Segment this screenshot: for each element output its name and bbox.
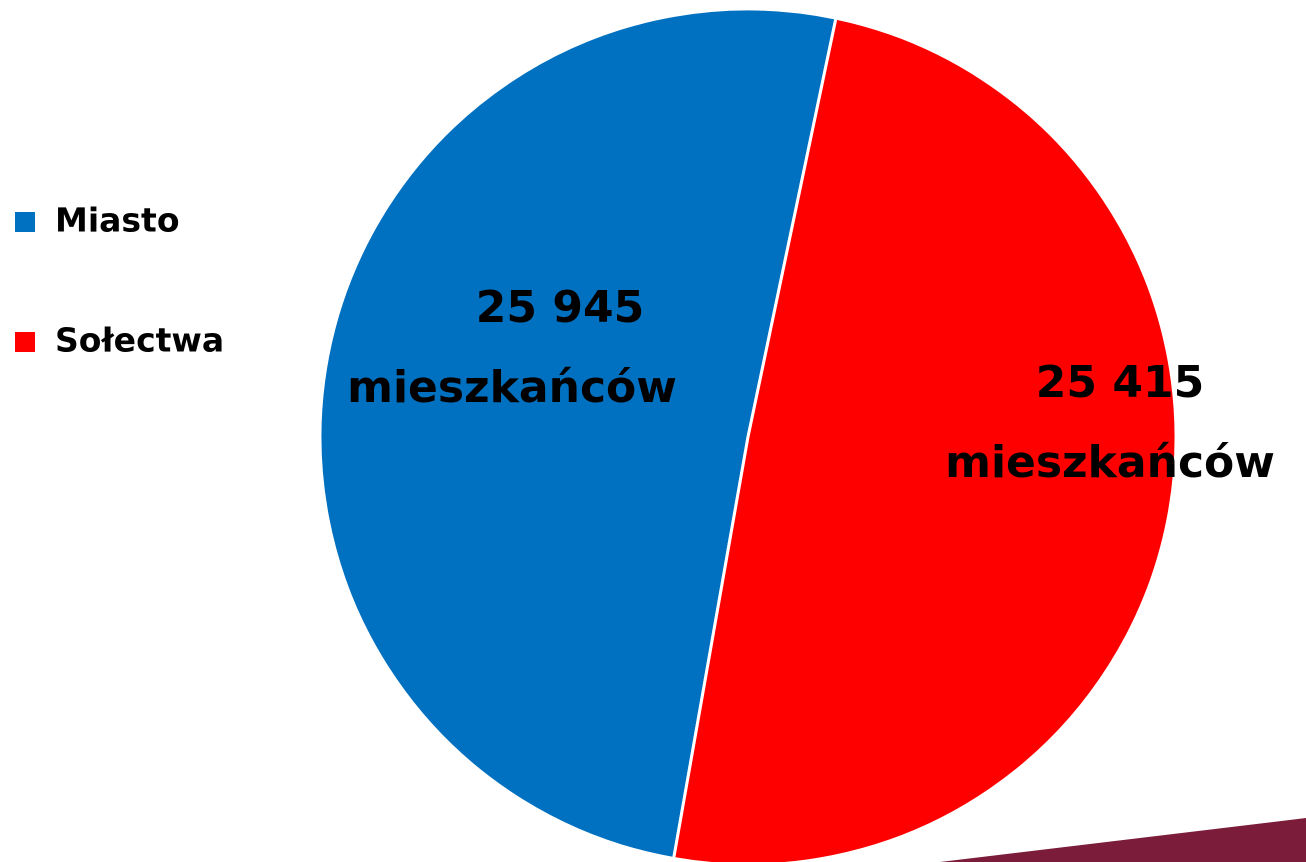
legend-label: Sołectwa — [55, 321, 224, 360]
pie-slice — [318, 7, 838, 861]
data-label-unit: mieszkańców — [347, 362, 677, 413]
data-label-unit: mieszkańców — [945, 437, 1275, 488]
legend-swatch — [15, 212, 35, 232]
pie — [318, 7, 1178, 862]
legend-label: Miasto — [55, 201, 180, 240]
pie-slice — [671, 16, 1178, 862]
data-label: 25 945 — [476, 282, 644, 333]
data-label: 25 415 — [1036, 357, 1204, 408]
legend-swatch — [15, 332, 35, 352]
labels: 25 945 mieszkańców 25 415 mieszkańców Miasto… — [15, 201, 1275, 488]
decoration — [940, 818, 1306, 862]
